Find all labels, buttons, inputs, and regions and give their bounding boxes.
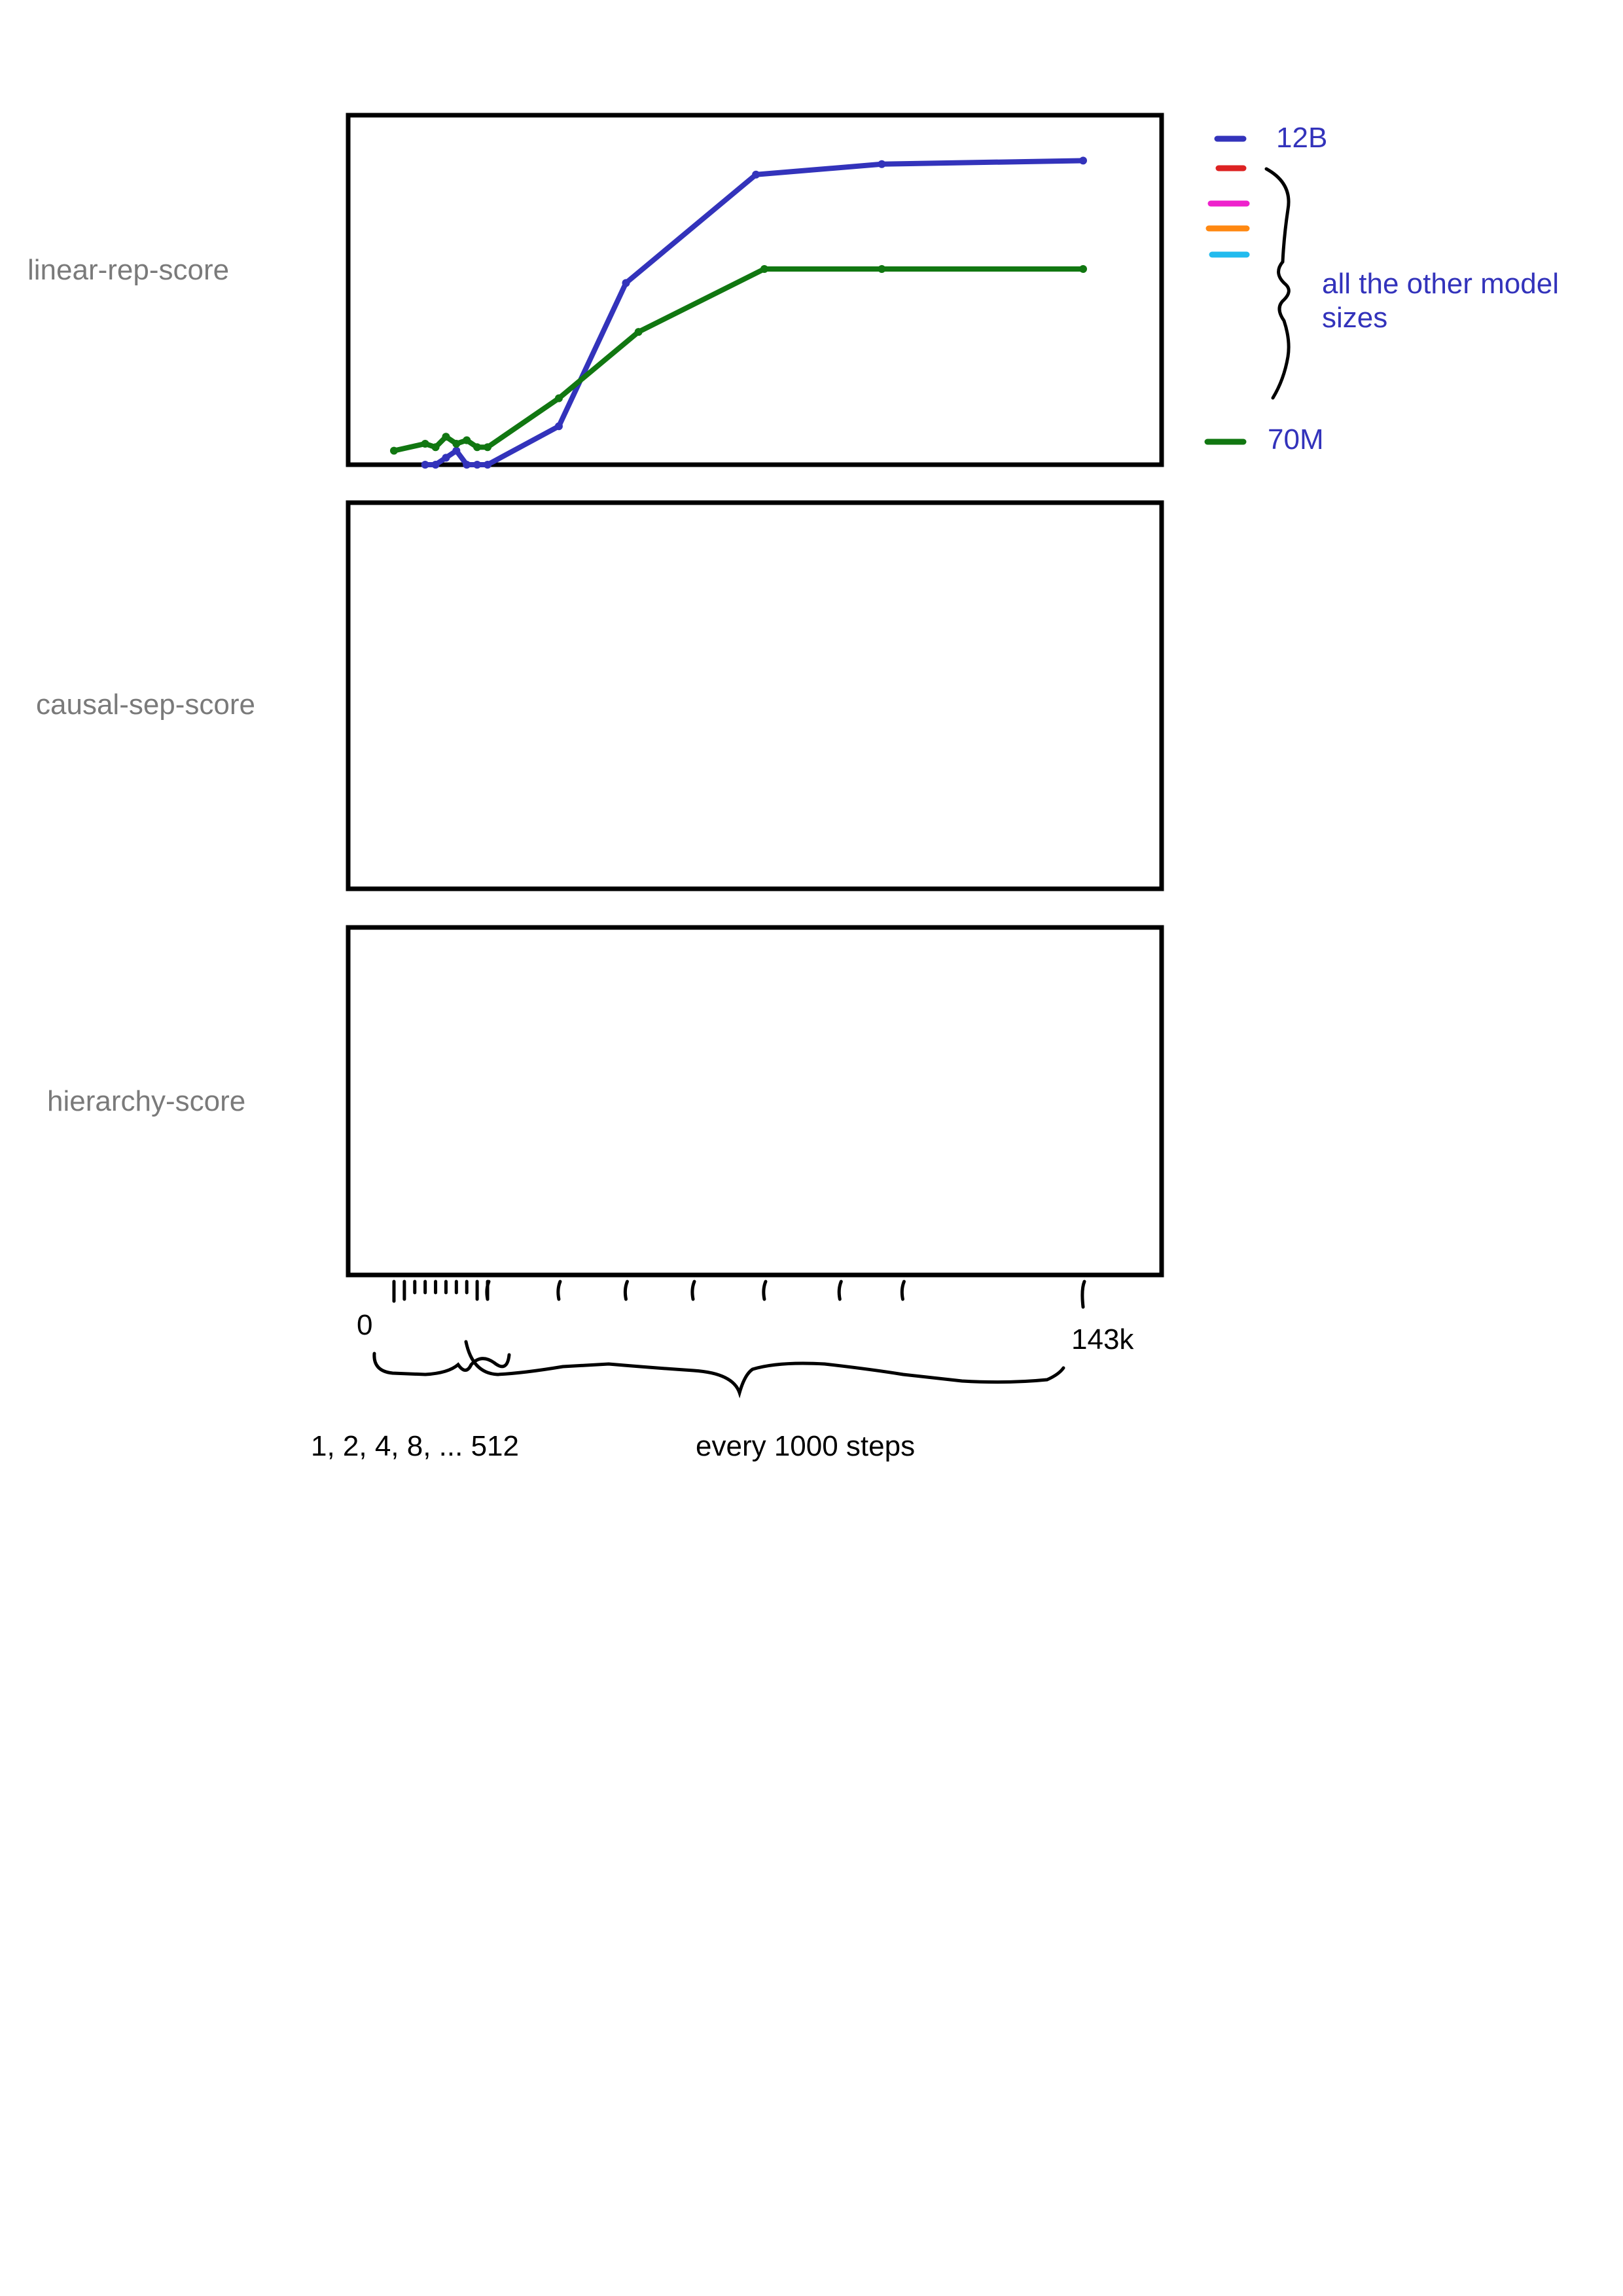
legend-label-12b: 12B xyxy=(1276,122,1328,154)
data-point-70M-6 xyxy=(473,443,482,452)
x-tick-label-first: 0 xyxy=(357,1309,373,1341)
annotation-later-steps: every 1000 steps xyxy=(696,1430,916,1462)
data-point-12B-5 xyxy=(473,461,482,469)
x-tick-later-4 xyxy=(762,1280,768,1301)
panel-frame-1 xyxy=(346,500,1164,891)
annotation-early-steps: 1, 2, 4, 8, ... 512 xyxy=(311,1430,519,1462)
x-tick-later-7 xyxy=(1080,1280,1086,1309)
data-point-12B-10 xyxy=(878,160,886,168)
data-point-12B-2 xyxy=(442,454,450,462)
data-point-12B-0 xyxy=(421,461,429,469)
x-axis-ticks xyxy=(392,1280,1086,1309)
data-point-70M-4 xyxy=(452,439,461,448)
data-point-70M-8 xyxy=(554,394,563,403)
x-tick-later-0 xyxy=(485,1280,491,1301)
series-layer xyxy=(390,156,1087,469)
x-tick-later-5 xyxy=(837,1280,843,1301)
series-line-12B xyxy=(422,158,1086,467)
data-point-12B-3 xyxy=(452,446,461,455)
x-tick-later-3 xyxy=(690,1280,696,1301)
data-point-70M-12 xyxy=(1079,264,1087,273)
x-tick-later-1 xyxy=(556,1280,562,1301)
data-point-12B-1 xyxy=(431,461,440,469)
data-point-70M-0 xyxy=(390,446,398,455)
legend-brace xyxy=(1264,167,1291,400)
ylabel-hierarchy-score: hierarchy-score xyxy=(47,1085,246,1117)
data-point-12B-11 xyxy=(1079,156,1087,165)
ylabel-linear-rep-score: linear-rep-score xyxy=(27,254,230,286)
panel-frame-2 xyxy=(346,925,1164,1278)
series-line-70M xyxy=(391,266,1086,454)
data-point-70M-2 xyxy=(431,443,440,452)
panel-frame-0 xyxy=(346,113,1164,467)
data-point-12B-7 xyxy=(554,422,563,431)
legend-label-70m: 70M xyxy=(1268,423,1324,456)
x-tick-later-6 xyxy=(900,1280,906,1301)
brace-early-steps xyxy=(372,1352,511,1376)
data-point-70M-10 xyxy=(760,264,768,273)
legend-brace-label: all the other model sizes xyxy=(1322,268,1559,334)
x-axis-braces xyxy=(372,1340,1065,1399)
data-point-70M-1 xyxy=(421,439,429,448)
data-point-70M-7 xyxy=(484,443,491,452)
brace-later-steps xyxy=(464,1340,1065,1399)
data-point-70M-11 xyxy=(878,264,886,273)
x-tick-later-2 xyxy=(623,1280,629,1301)
data-point-12B-9 xyxy=(752,170,760,179)
legend-marks xyxy=(1204,135,1291,445)
data-point-12B-6 xyxy=(484,461,491,469)
data-point-12B-8 xyxy=(622,279,630,287)
panel-frames xyxy=(346,113,1164,1278)
data-point-70M-5 xyxy=(463,436,471,444)
x-tick-label-last: 143k xyxy=(1071,1323,1134,1355)
data-point-70M-9 xyxy=(634,328,643,336)
data-point-12B-4 xyxy=(463,461,471,469)
data-point-70M-3 xyxy=(442,433,450,441)
ylabel-causal-sep-score: causal-sep-score xyxy=(36,689,256,721)
